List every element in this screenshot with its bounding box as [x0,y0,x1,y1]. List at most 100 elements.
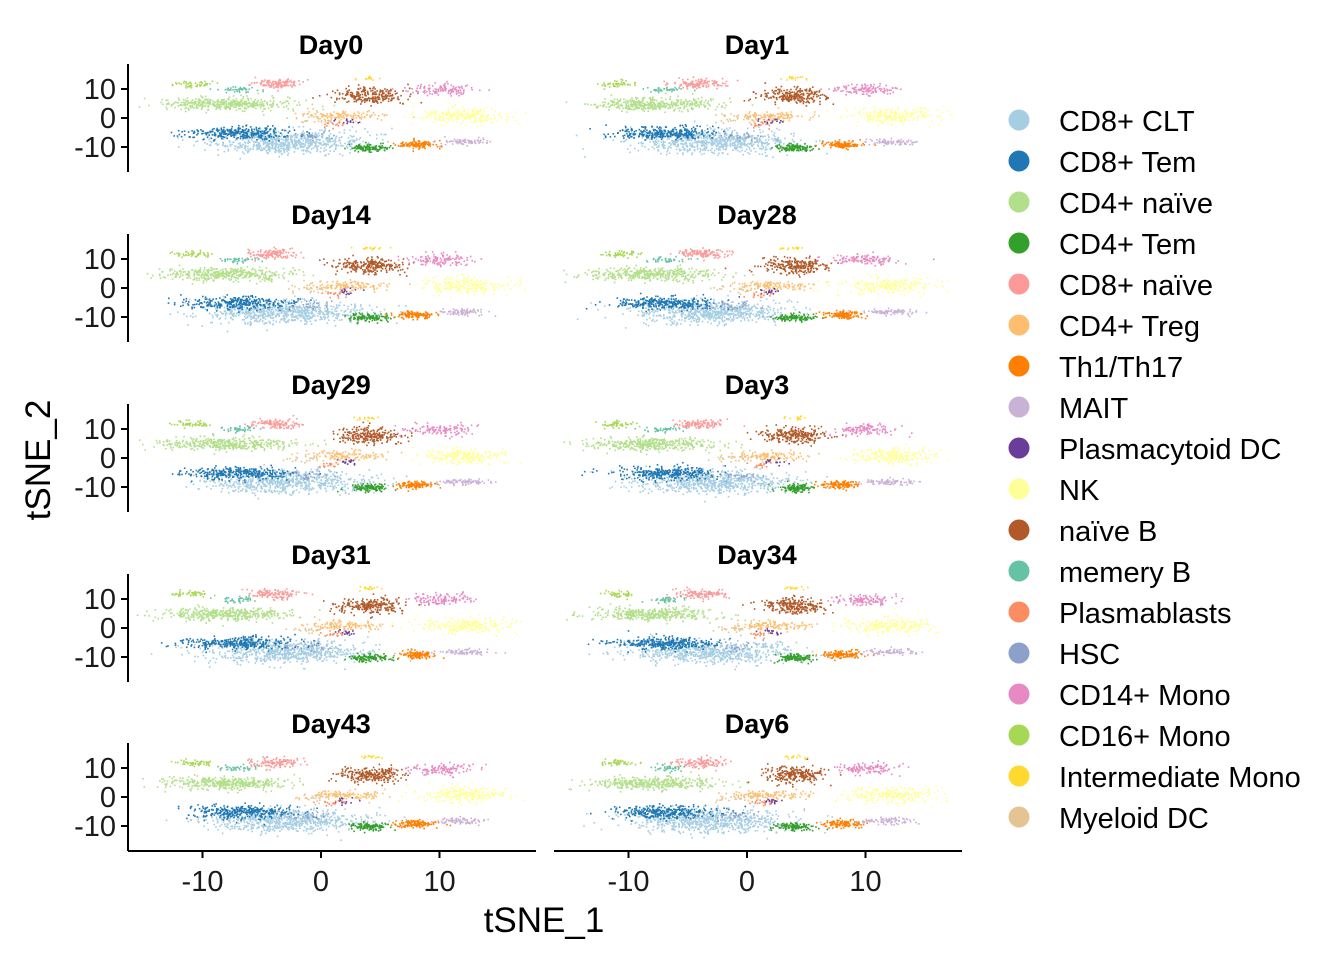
data-point [489,140,492,143]
data-point [267,125,269,127]
data-point [411,141,414,143]
data-point [252,103,255,106]
data-point [248,135,250,138]
data-point [507,116,509,118]
data-point [226,134,229,137]
data-point [337,116,339,118]
data-point [329,150,332,152]
data-point [240,134,243,136]
data-point [347,113,349,116]
data-point [246,131,248,133]
data-point [429,116,432,119]
data-point [233,91,236,93]
data-point [265,150,268,152]
data-point [757,141,759,144]
data-point [838,145,841,147]
data-point [268,136,271,138]
data-point [336,89,339,92]
data-point [261,79,263,82]
data-point [294,84,296,87]
data-point [640,100,643,103]
data-point [623,134,626,137]
data-point [357,84,360,86]
data-point [283,151,286,154]
data-point [306,79,309,81]
data-point [698,101,701,103]
data-point [239,88,241,90]
data-point [418,145,420,148]
data-point [715,114,717,116]
data-point [394,90,396,92]
data-point [846,115,849,118]
data-point [278,146,280,148]
data-point [181,104,184,106]
data-point [902,123,905,125]
data-point [791,138,794,141]
data-point [221,135,224,138]
data-point [288,102,290,105]
data-point [243,87,245,89]
data-point [703,101,706,104]
data-point [668,152,671,155]
data-point [240,88,242,90]
data-point [273,138,276,140]
data-point [695,130,697,133]
data-point [460,140,462,143]
data-point [658,135,660,138]
data-point [477,112,479,114]
data-point [471,109,474,112]
data-point [604,135,607,137]
data-point [442,87,444,90]
data-point [744,116,746,118]
data-point [226,88,229,91]
data-point [722,140,724,143]
data-point [703,132,705,135]
data-point [452,140,454,143]
data-point [241,99,243,102]
data-point [302,134,304,136]
data-point [682,103,684,105]
data-point [711,79,714,82]
data-point [490,121,492,124]
data-point [251,86,253,89]
data-point [897,139,900,142]
data-point [683,107,685,110]
data-point [493,114,495,116]
data-point [287,142,290,144]
data-point [454,104,457,107]
data-point [312,97,314,99]
data-point [656,134,659,137]
data-point [352,139,355,142]
y-tick-label: 0 [100,103,116,135]
data-point [361,148,363,151]
data-point [495,120,498,122]
data-point [305,99,307,102]
data-point [446,121,449,124]
data-point [668,131,670,134]
data-point [484,118,486,120]
data-point [194,102,196,105]
data-point [372,89,374,92]
data-point [795,149,798,152]
data-point [253,132,256,135]
data-point [356,146,359,149]
data-point [354,97,356,99]
data-point [431,110,433,113]
data-point [707,80,709,83]
data-point [311,134,313,136]
cluster-points [354,75,381,81]
data-point [644,126,646,128]
data-point [383,98,385,100]
data-point [252,101,255,103]
data-point [223,150,226,153]
data-point [422,145,424,147]
data-point [182,139,184,141]
data-point [845,107,847,109]
data-point [370,78,372,80]
data-point [206,135,209,138]
data-point [637,135,640,138]
data-point [450,113,452,115]
data-point [698,86,700,88]
data-point [831,141,834,144]
data-point [316,147,318,150]
